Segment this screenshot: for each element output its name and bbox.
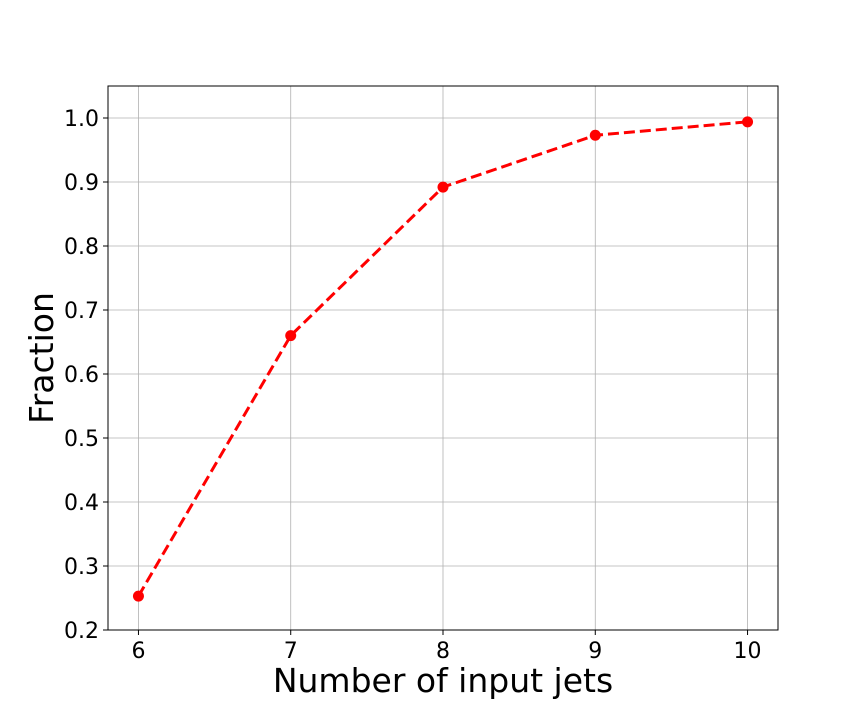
- series-layer: [132, 116, 754, 602]
- axis-ticks: 6 7 8 9 10 0.2 0.3 0.4 0.5 0.6 0.7 0.8 0.9 1.0: [64, 107, 762, 664]
- y-tick-label: 0.9: [64, 171, 99, 196]
- x-tick-label: 6: [131, 639, 145, 664]
- x-tick-label: 9: [588, 639, 602, 664]
- y-tick-label: 0.6: [64, 363, 99, 388]
- y-axis-title: Fraction: [22, 292, 61, 424]
- data-point: [285, 330, 297, 342]
- x-tick-label: 8: [436, 639, 450, 664]
- x-tick-label: 10: [734, 639, 762, 664]
- y-tick-label: 0.8: [64, 235, 99, 260]
- y-tick-label: 0.4: [64, 491, 99, 516]
- y-tick-label: 1.0: [64, 107, 99, 132]
- plot-frame: [107, 85, 779, 631]
- data-point: [742, 116, 754, 128]
- x-axis-title: Number of input jets: [273, 661, 613, 700]
- data-point: [132, 590, 144, 602]
- y-tick-label: 0.5: [64, 427, 99, 452]
- data-point: [437, 181, 449, 193]
- y-tick-label: 0.3: [64, 555, 99, 580]
- y-tick-label: 0.7: [64, 299, 99, 324]
- y-tick-label: 0.2: [64, 619, 99, 644]
- grid-lines: [108, 86, 778, 631]
- data-point: [589, 129, 601, 141]
- x-tick-label: 7: [284, 639, 298, 664]
